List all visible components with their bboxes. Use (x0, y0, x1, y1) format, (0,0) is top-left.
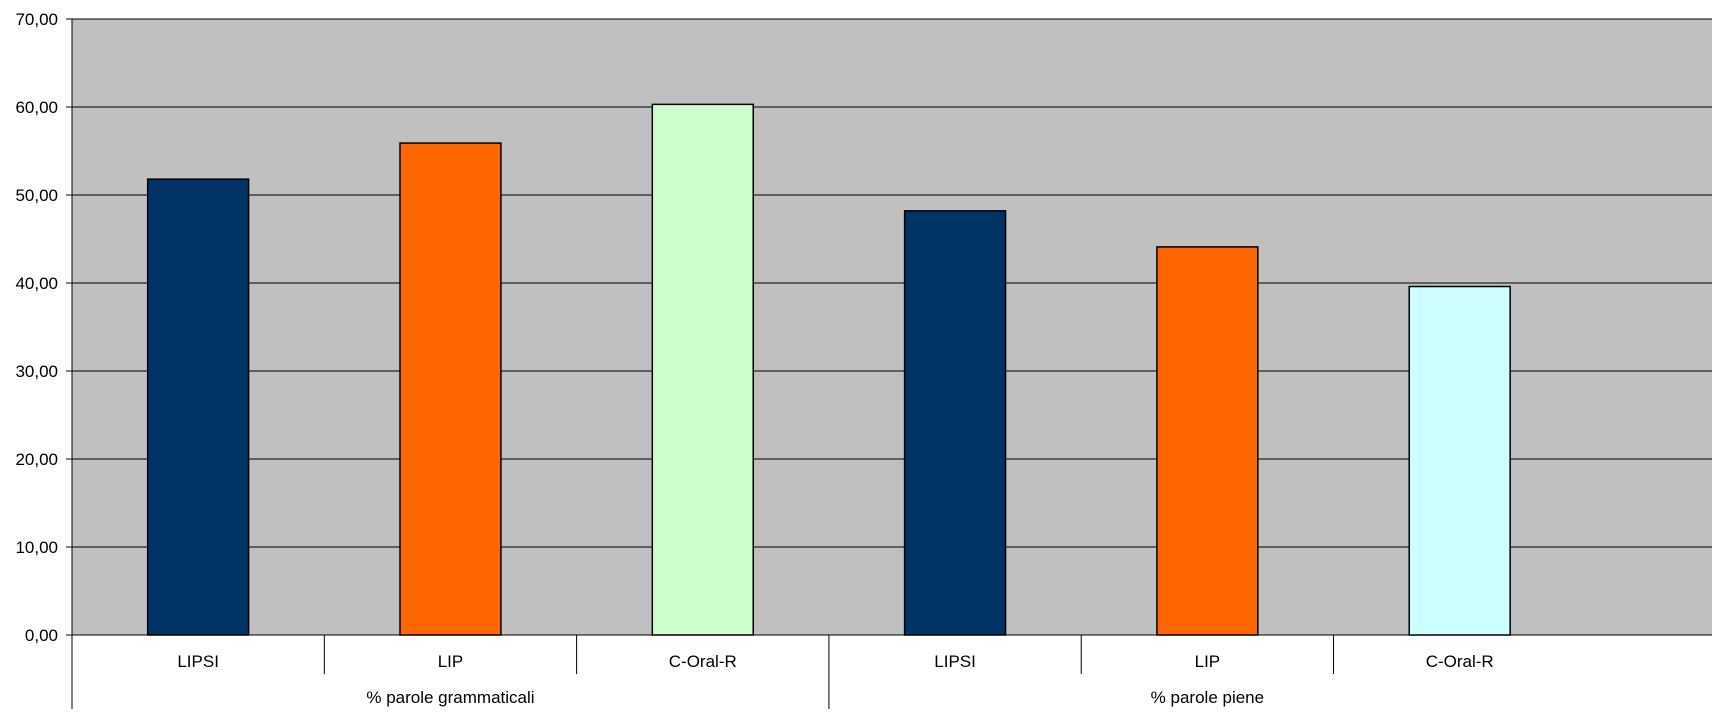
x-category-label: LIP (1195, 652, 1221, 671)
y-tick-label: 20,00 (15, 450, 58, 469)
x-category-label: LIPSI (177, 652, 219, 671)
y-tick-label: 70,00 (15, 10, 58, 29)
x-category-label: C-Oral-R (1426, 652, 1494, 671)
y-tick-label: 30,00 (15, 362, 58, 381)
bar-lip-1 (1156, 246, 1259, 636)
y-tick-label: 50,00 (15, 186, 58, 205)
x-category-label: LIP (438, 652, 464, 671)
x-category-label: LIPSI (934, 652, 976, 671)
x-group-label: % parole grammaticali (366, 688, 534, 707)
bar-lipsi-0 (146, 178, 250, 636)
y-tick-label: 40,00 (15, 274, 58, 293)
y-tick-label: 0,00 (25, 626, 58, 645)
bar-lipsi-1 (903, 210, 1007, 636)
bar-c-oral-r-0 (651, 103, 754, 636)
y-tick-label: 10,00 (15, 538, 58, 557)
x-category-label: C-Oral-R (669, 652, 737, 671)
x-group-label: % parole piene (1151, 688, 1264, 707)
y-tick-label: 60,00 (15, 98, 58, 117)
bar-c-oral-r-1 (1408, 285, 1511, 636)
bar-lip-0 (399, 142, 502, 636)
